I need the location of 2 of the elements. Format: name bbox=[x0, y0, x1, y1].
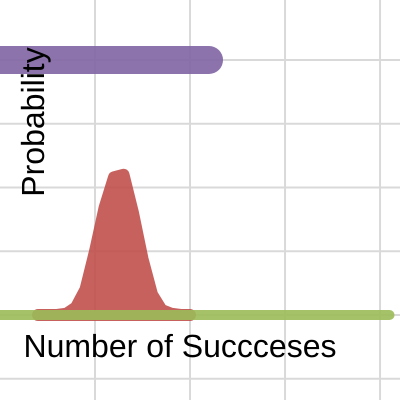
y-axis-title: Probability bbox=[15, 47, 51, 197]
x-axis-title: Number of Succceses bbox=[23, 328, 337, 364]
